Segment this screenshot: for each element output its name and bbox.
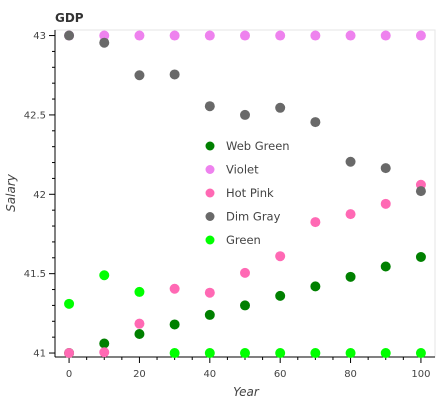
point-green (310, 348, 321, 359)
point-hot-pink (310, 217, 321, 228)
point-hot-pink (99, 347, 110, 358)
point-web-green (204, 309, 215, 320)
y-tick-label: 41.5 (24, 269, 46, 280)
point-violet (380, 30, 391, 41)
point-hot-pink (240, 267, 250, 278)
point-violet (134, 30, 145, 41)
point-violet (204, 30, 215, 41)
point-hot-pink (204, 287, 215, 298)
point-hot-pink (169, 283, 180, 294)
legend-marker-violet (205, 165, 215, 174)
legend-marker-green (205, 235, 215, 245)
point-green (99, 270, 110, 281)
point-web-green (240, 300, 250, 311)
legend-label-hot-pink: Hot Pink (226, 186, 274, 200)
point-violet (275, 30, 286, 41)
point-hot-pink (380, 198, 391, 209)
point-dim-gray (240, 109, 250, 120)
point-web-green (169, 319, 180, 330)
legend-marker-web-green (205, 141, 215, 151)
legend-label-violet: Violet (226, 163, 259, 177)
data-points (64, 30, 426, 359)
x-tick-label: 0 (66, 369, 72, 380)
point-violet (240, 30, 250, 41)
point-web-green (275, 290, 286, 301)
point-dim-gray (415, 186, 426, 197)
point-dim-gray (380, 163, 391, 174)
legend-label-green: Green (226, 233, 261, 247)
x-tick-label: 80 (344, 369, 357, 380)
point-dim-gray (275, 102, 286, 113)
point-dim-gray (204, 101, 215, 112)
chart-title: GDP (55, 11, 84, 25)
point-hot-pink (345, 209, 356, 220)
point-green (169, 348, 180, 359)
point-dim-gray (64, 30, 75, 41)
point-web-green (380, 261, 391, 272)
point-violet (310, 30, 321, 41)
point-green (64, 298, 75, 309)
point-dim-gray (169, 69, 180, 80)
y-axis-label: Salary (4, 173, 18, 212)
point-web-green (345, 271, 356, 282)
point-dim-gray (345, 156, 356, 167)
point-violet (415, 30, 426, 41)
x-tick-label: 20 (133, 369, 146, 380)
point-web-green (99, 338, 110, 349)
x-axis-label: Year (233, 385, 260, 399)
x-tick-label: 100 (411, 369, 430, 380)
point-dim-gray (134, 70, 145, 81)
point-green (345, 348, 356, 359)
x-tick-label: 60 (274, 369, 287, 380)
legend-label-web-green: Web Green (226, 139, 290, 153)
y-tick-label: 42.5 (24, 110, 46, 121)
x-tick-label: 40 (203, 369, 216, 380)
legend-marker-hot-pink (205, 188, 215, 198)
point-web-green (310, 281, 321, 292)
point-green (240, 348, 250, 359)
point-dim-gray (310, 117, 321, 128)
point-violet (345, 30, 356, 41)
point-green (204, 348, 215, 359)
y-tick-label: 43 (33, 31, 46, 42)
y-tick-label: 42 (33, 190, 46, 201)
legend-marker-dim-gray (205, 212, 215, 221)
legend: Web Green Violet Hot Pink Dim Gray Green (205, 139, 290, 247)
axis-ticks: 0 20 40 60 80 100 41 41.5 42 42.5 43 (24, 31, 431, 380)
point-violet (169, 30, 180, 41)
point-web-green (415, 251, 426, 262)
legend-label-dim-gray: Dim Gray (226, 210, 281, 224)
point-green (380, 348, 391, 359)
point-hot-pink (275, 251, 286, 262)
point-dim-gray (99, 37, 110, 48)
point-web-green (134, 328, 145, 339)
point-hot-pink (134, 318, 145, 329)
point-green (134, 286, 145, 297)
point-violet (99, 30, 110, 41)
point-hot-pink (64, 348, 75, 359)
point-green (275, 348, 286, 359)
point-green (415, 348, 426, 359)
y-tick-label: 41 (33, 349, 46, 360)
